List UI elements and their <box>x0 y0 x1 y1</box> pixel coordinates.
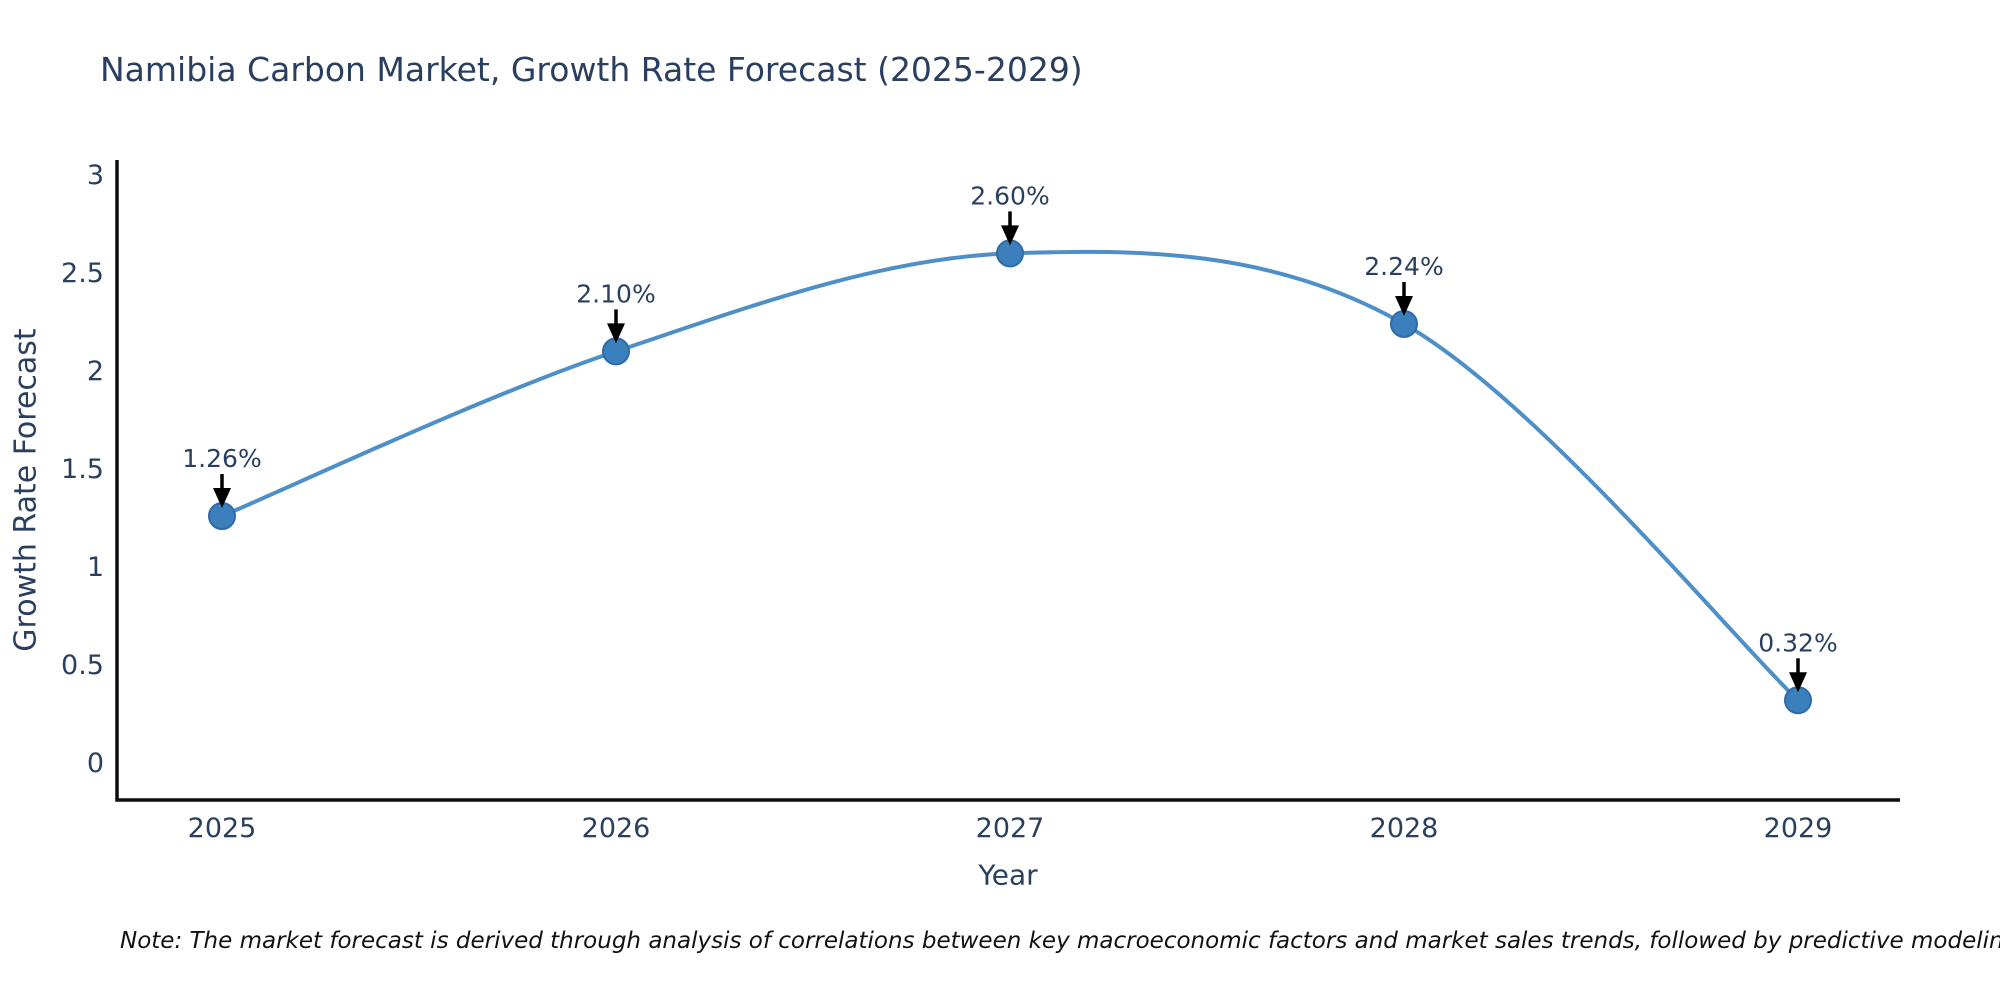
footnote: Note: The market forecast is derived thr… <box>120 928 2000 954</box>
annotation-arrow-head <box>1395 295 1413 316</box>
y-tick-label: 0.5 <box>61 650 104 681</box>
x-tick-label: 2028 <box>1370 813 1439 844</box>
x-tick-label: 2027 <box>976 813 1045 844</box>
annotation-arrow-head <box>607 323 625 344</box>
chart-title: Namibia Carbon Market, Growth Rate Forec… <box>100 50 1083 89</box>
x-axis-title: Year <box>978 858 1038 892</box>
x-tick-label: 2029 <box>1764 813 1833 844</box>
data-point-label: 1.26% <box>182 444 261 473</box>
data-point-label: 0.32% <box>1758 628 1837 657</box>
data-point-label: 2.60% <box>970 181 1049 210</box>
y-tick-label: 1 <box>87 552 104 583</box>
y-tick-label: 1.5 <box>61 454 104 485</box>
annotation-arrow-head <box>213 488 231 509</box>
y-tick-label: 2 <box>87 356 104 387</box>
x-tick-label: 2026 <box>582 813 651 844</box>
axes <box>115 160 1900 802</box>
annotation-arrow-head <box>1001 225 1019 246</box>
y-tick-label: 2.5 <box>61 258 104 289</box>
data-point-label: 2.10% <box>576 279 655 308</box>
x-tick-label: 2025 <box>188 813 257 844</box>
data-point-label: 2.24% <box>1364 252 1443 281</box>
y-tick-label: 3 <box>87 160 104 191</box>
annotation-arrow-head <box>1789 672 1807 693</box>
forecast-line <box>220 249 1800 703</box>
y-tick-label: 0 <box>87 748 104 779</box>
